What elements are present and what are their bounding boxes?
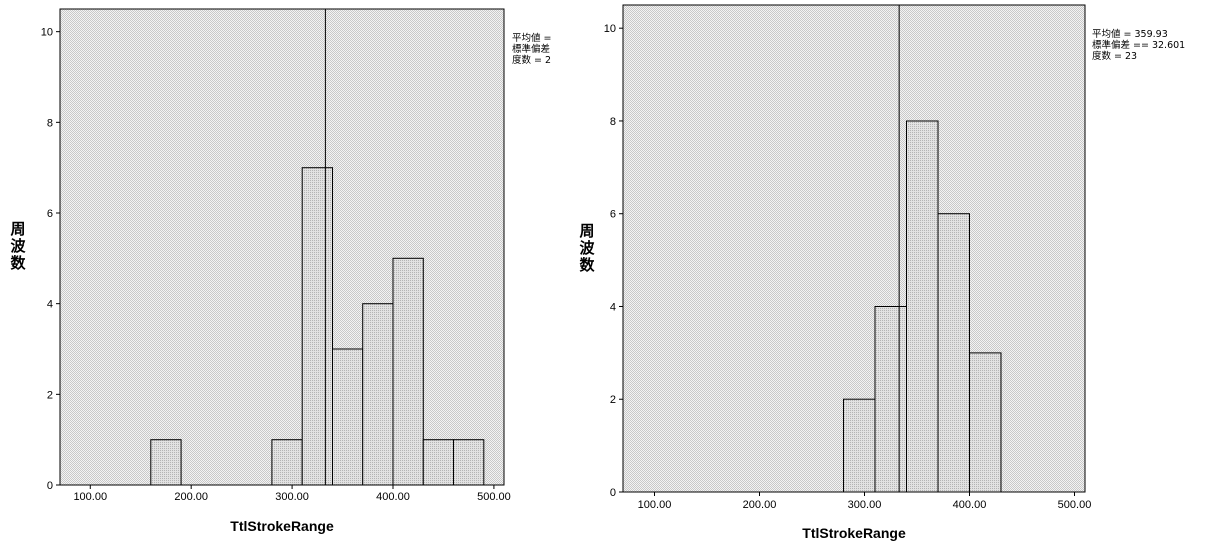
y-tick-label: 8 — [47, 117, 53, 129]
bars-1 — [150, 167, 485, 486]
histogram-bar — [422, 439, 455, 486]
stats-line-1-0: 平均値 = — [512, 32, 551, 44]
ylabel-char: 波 — [579, 239, 595, 257]
histogram-bar — [453, 439, 485, 486]
stats-line-2-0: 平均値 = 359.93 — [1092, 28, 1168, 40]
x-tick-label: 400.00 — [376, 491, 410, 503]
y-tick-label: 2 — [610, 394, 616, 406]
histogram-panel-2: 周 波 数 0 2 4 6 8 10 100.00 200.00 300.00 400.00 50… — [579, 4, 1185, 541]
y-tick-label: 10 — [41, 27, 53, 39]
y-tick-label: 6 — [610, 209, 616, 221]
bars-2 — [843, 120, 1002, 493]
y-tick-label: 4 — [610, 301, 616, 313]
y-axis-1: 0 2 4 6 8 10 — [41, 27, 60, 492]
x-tick-label: 300.00 — [848, 499, 882, 511]
histogram-bar — [392, 257, 424, 486]
histogram-bar — [332, 348, 364, 486]
x-tick-label: 200.00 — [743, 499, 777, 511]
stats-line-2-1: 標準偏差 == 32.601 — [1092, 39, 1185, 51]
x-axis-1: 100.00 200.00 300.00 400.00 500.00 — [73, 485, 511, 503]
ylabel-group-2: 周 波 数 — [579, 222, 595, 274]
x-axis-2: 100.00 200.00 300.00 400.00 500.00 — [638, 492, 1092, 511]
histogram-bar — [906, 120, 939, 493]
histogram-bar — [150, 439, 182, 486]
x-tick-label: 100.00 — [73, 491, 107, 503]
stats-legend-1: 平均値 = 標準偏差 度数 = 2 — [512, 32, 551, 66]
x-tick-label: 400.00 — [953, 499, 987, 511]
y-tick-label: 8 — [610, 116, 616, 128]
histogram-panel-1: 周 波 数 0 2 4 6 8 10 100.00 200.00 300.00 400.00 50… — [10, 8, 551, 534]
ylabel-char: 周 — [10, 220, 25, 238]
ylabel-char: 波 — [10, 237, 26, 255]
x-tick-label: 200.00 — [174, 491, 208, 503]
y-tick-label: 2 — [47, 389, 53, 401]
ylabel-char: 周 — [579, 222, 594, 240]
histogram-bar — [937, 213, 970, 493]
histogram-bar — [271, 439, 303, 486]
x-axis-title-2: TtlStrokeRange — [802, 525, 906, 541]
x-axis-title-1: TtlStrokeRange — [230, 518, 334, 534]
stats-line-1-2: 度数 = 2 — [512, 54, 551, 66]
plot-area-1 — [59, 8, 505, 486]
histogram-bar — [301, 167, 334, 486]
stats-line-1-1: 標準偏差 — [512, 43, 550, 55]
ylabel-char: 数 — [579, 256, 595, 274]
y-tick-label: 0 — [610, 487, 616, 499]
y-tick-label: 6 — [47, 208, 53, 220]
histogram-bar — [874, 306, 907, 493]
ylabel-group-1: 周 波 数 — [10, 220, 26, 272]
x-tick-label: 500.00 — [1058, 499, 1092, 511]
x-tick-label: 100.00 — [638, 499, 672, 511]
x-tick-label: 500.00 — [477, 491, 511, 503]
histogram-bar — [969, 352, 1002, 493]
y-axis-2: 0 2 4 6 8 10 — [604, 23, 623, 499]
stats-line-2-2: 度数 = 23 — [1092, 50, 1137, 62]
histogram-bar — [362, 303, 394, 486]
ylabel-char: 数 — [10, 254, 26, 272]
y-tick-label: 4 — [47, 299, 53, 311]
stats-legend-2: 平均値 = 359.93 標準偏差 == 32.601 度数 = 23 — [1092, 28, 1185, 62]
x-tick-label: 300.00 — [275, 491, 309, 503]
y-tick-label: 0 — [47, 480, 53, 492]
y-tick-label: 10 — [604, 23, 616, 35]
histogram-bar — [843, 398, 876, 493]
